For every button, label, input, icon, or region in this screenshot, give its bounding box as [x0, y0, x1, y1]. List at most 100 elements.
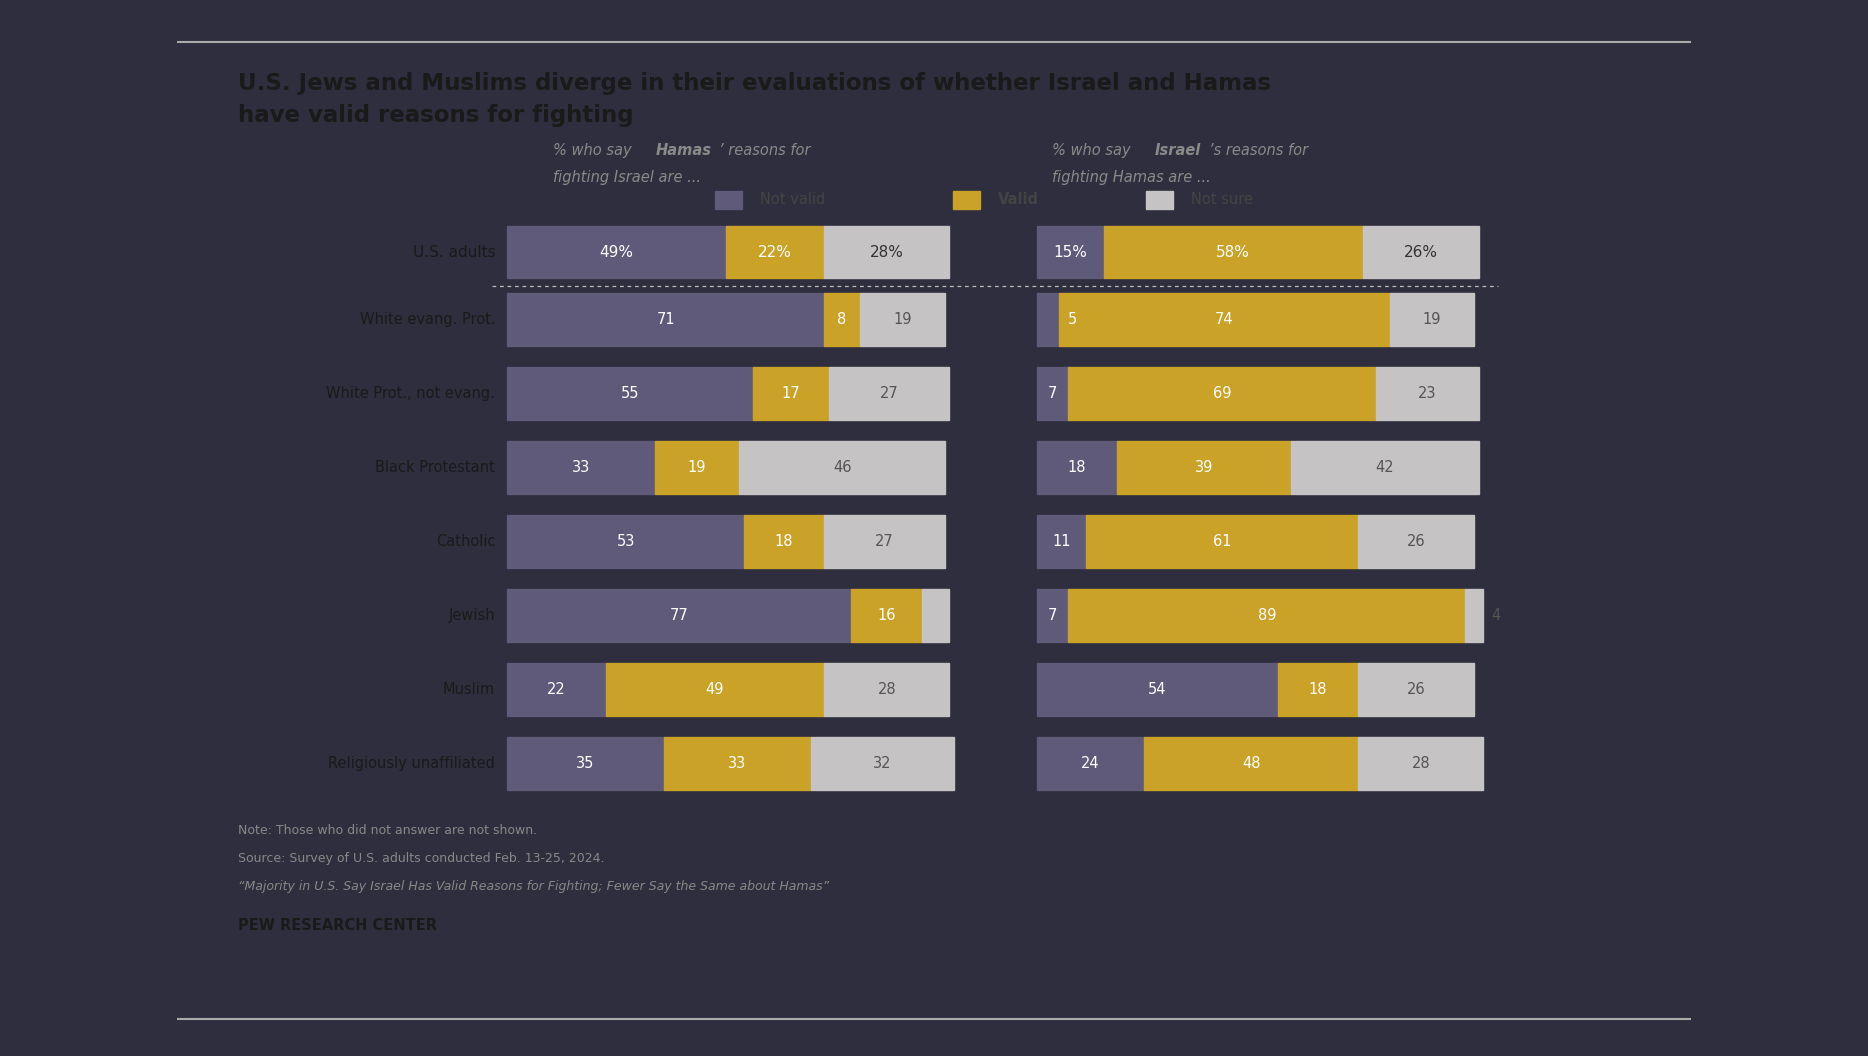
Bar: [1358, 515, 1474, 568]
Text: 18: 18: [775, 534, 794, 549]
Bar: [1037, 226, 1104, 279]
Bar: [1117, 441, 1291, 493]
Text: Black Protestant: Black Protestant: [375, 460, 495, 475]
Text: 8: 8: [837, 312, 846, 327]
Text: 33: 33: [572, 460, 590, 475]
Text: 22: 22: [547, 682, 566, 697]
Bar: [923, 589, 949, 642]
Bar: [1037, 294, 1059, 345]
Text: ’ reasons for: ’ reasons for: [719, 143, 811, 157]
Bar: [824, 663, 949, 716]
Text: Jewish: Jewish: [448, 608, 495, 623]
Text: U.S. Jews and Muslims diverge in their evaluations of whether Israel and Hamas: U.S. Jews and Muslims diverge in their e…: [237, 72, 1270, 95]
Text: 22%: 22%: [758, 245, 792, 260]
Bar: [1278, 663, 1358, 716]
Text: 19: 19: [1423, 312, 1442, 327]
Text: White evang. Prot.: White evang. Prot.: [359, 312, 495, 327]
Text: ’s reasons for: ’s reasons for: [1209, 143, 1308, 157]
Text: 16: 16: [878, 608, 897, 623]
Bar: [1037, 441, 1117, 493]
Bar: [1143, 737, 1358, 790]
Bar: [1037, 737, 1143, 790]
Text: 55: 55: [620, 385, 639, 401]
Bar: [1059, 294, 1390, 345]
Text: 26: 26: [1407, 534, 1425, 549]
Bar: [740, 441, 945, 493]
Bar: [1104, 226, 1364, 279]
Bar: [508, 441, 654, 493]
Text: 28: 28: [1412, 756, 1431, 771]
Bar: [1037, 367, 1068, 419]
Text: 4: 4: [1491, 608, 1500, 623]
Bar: [508, 515, 743, 568]
Bar: [824, 294, 859, 345]
Text: 5: 5: [1068, 312, 1078, 327]
Text: fighting Hamas are ...: fighting Hamas are ...: [1052, 170, 1210, 185]
Bar: [1358, 737, 1483, 790]
Text: 26%: 26%: [1403, 245, 1438, 260]
Bar: [1145, 191, 1173, 209]
Text: Catholic: Catholic: [435, 534, 495, 549]
Bar: [1377, 367, 1479, 419]
Text: 15%: 15%: [1054, 245, 1087, 260]
Bar: [508, 294, 824, 345]
Text: Not sure: Not sure: [1192, 192, 1253, 207]
Text: 18: 18: [1309, 682, 1328, 697]
Text: 49%: 49%: [600, 245, 633, 260]
Text: 71: 71: [656, 312, 674, 327]
Text: PEW RESEARCH CENTER: PEW RESEARCH CENTER: [237, 918, 437, 934]
Bar: [1358, 663, 1474, 716]
Bar: [829, 367, 949, 419]
Bar: [1037, 589, 1068, 642]
Text: 69: 69: [1212, 385, 1231, 401]
Text: 77: 77: [671, 608, 689, 623]
Bar: [824, 515, 945, 568]
Bar: [852, 589, 923, 642]
Bar: [953, 191, 981, 209]
Text: 26: 26: [1407, 682, 1425, 697]
Text: 28%: 28%: [870, 245, 904, 260]
Text: Not valid: Not valid: [760, 192, 826, 207]
Text: Valid: Valid: [998, 192, 1039, 207]
Text: 7: 7: [1048, 385, 1057, 401]
Text: 18: 18: [1068, 460, 1087, 475]
Bar: [1085, 515, 1358, 568]
Text: Muslim: Muslim: [443, 682, 495, 697]
Bar: [811, 737, 955, 790]
Text: 61: 61: [1212, 534, 1231, 549]
Text: 89: 89: [1257, 608, 1276, 623]
Text: % who say: % who say: [553, 143, 635, 157]
Bar: [508, 737, 663, 790]
Text: 24: 24: [1082, 756, 1100, 771]
Text: 35: 35: [575, 756, 594, 771]
Text: 27: 27: [880, 385, 899, 401]
Bar: [1037, 515, 1085, 568]
Bar: [1390, 294, 1474, 345]
Text: have valid reasons for fighting: have valid reasons for fighting: [237, 105, 633, 127]
Text: 11: 11: [1052, 534, 1070, 549]
Text: White Prot., not evang.: White Prot., not evang.: [327, 385, 495, 401]
Text: 39: 39: [1196, 460, 1214, 475]
Text: Hamas: Hamas: [656, 143, 712, 157]
Text: 28: 28: [878, 682, 897, 697]
Bar: [1291, 441, 1479, 493]
Text: 42: 42: [1375, 460, 1394, 475]
Bar: [663, 737, 811, 790]
Text: 7: 7: [1048, 608, 1057, 623]
Text: 32: 32: [872, 756, 891, 771]
Bar: [743, 515, 824, 568]
Text: Israel: Israel: [1154, 143, 1201, 157]
Bar: [605, 663, 824, 716]
Bar: [508, 589, 852, 642]
Text: Religiously unaffiliated: Religiously unaffiliated: [329, 756, 495, 771]
Text: “Majority in U.S. Say Israel Has Valid Reasons for Fighting; Fewer Say the Same : “Majority in U.S. Say Israel Has Valid R…: [237, 880, 829, 892]
Text: 33: 33: [729, 756, 747, 771]
Text: 58%: 58%: [1216, 245, 1250, 260]
Text: 27: 27: [874, 534, 895, 549]
Text: Source: Survey of U.S. adults conducted Feb. 13-25, 2024.: Source: Survey of U.S. adults conducted …: [237, 852, 605, 865]
Text: 54: 54: [1149, 682, 1168, 697]
Bar: [1465, 589, 1483, 642]
Text: 49: 49: [706, 682, 725, 697]
Text: U.S. adults: U.S. adults: [413, 245, 495, 260]
Text: 19: 19: [687, 460, 706, 475]
